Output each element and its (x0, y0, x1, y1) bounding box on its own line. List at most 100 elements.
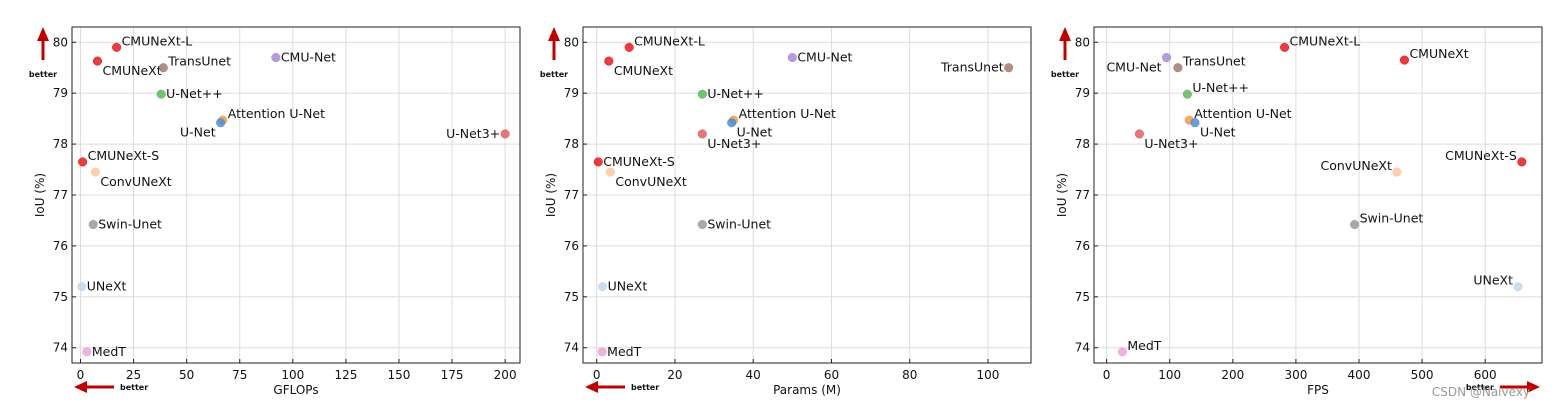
x-tick-label: 175 (441, 368, 464, 382)
point-label: Attention U-Net (739, 106, 836, 121)
data-point (1350, 219, 1360, 230)
data-point (697, 89, 707, 99)
x-tick-label: 200 (494, 368, 517, 382)
point-label: CMUNeXt-L (1290, 33, 1361, 48)
data-point (82, 347, 92, 357)
x-axis-label: GFLOPs (273, 383, 318, 397)
y-tick-label: 78 (1075, 137, 1090, 151)
x-tick-label: 40 (746, 368, 761, 382)
better-up-label: better (29, 70, 57, 79)
y-tick-label: 76 (564, 239, 579, 253)
y-tick-label: 74 (1075, 341, 1090, 355)
y-tick-label: 80 (564, 35, 579, 49)
point-label: U-Net3+ (446, 126, 500, 141)
data-point (1117, 347, 1127, 357)
point-label: CMUNeXt (614, 63, 673, 78)
data-point (787, 52, 797, 63)
point-label: Attention U-Net (228, 106, 325, 121)
y-tick-label: 75 (564, 290, 579, 304)
data-point (624, 42, 634, 52)
data-point (112, 42, 122, 52)
better-right-arrow-head (1527, 381, 1540, 393)
chart-panel-3: 0 100 200 300 400 500 600 74 75 76 77 78 79 80 FPS IoU … (1051, 26, 1543, 397)
point-label: U-Net (180, 125, 216, 140)
y-axis-label: IoU (%) (33, 173, 47, 217)
point-label: Swin-Unet (1360, 211, 1424, 226)
data-point (593, 157, 603, 167)
point-label: Swin-Unet (98, 217, 162, 232)
x-tick-label: 100 (281, 368, 304, 382)
x-axis-label: Params (M) (773, 383, 841, 397)
x-tick-label: 300 (1284, 368, 1307, 382)
point-label: CMUNeXt-S (603, 154, 675, 169)
data-point (1004, 63, 1014, 73)
point-label: UNeXt (608, 279, 648, 294)
x-tick-label: 75 (232, 368, 247, 382)
point-label: MedT (607, 344, 641, 359)
point-label: U-Net (1200, 125, 1236, 140)
watermark: CSDN @Naivexy (1431, 385, 1530, 399)
better-up-arrow-head (37, 27, 49, 41)
y-tick-label: 75 (1075, 290, 1090, 304)
x-tick-label: 150 (388, 368, 411, 382)
x-tick-label: 60 (824, 368, 839, 382)
x-tick-label: 125 (334, 368, 357, 382)
point-label: ConvUNeXt (100, 174, 171, 189)
data-point (216, 118, 226, 128)
point-label: ConvUNeXt (615, 174, 686, 189)
point-label: CMU-Net (797, 50, 852, 65)
point-label: CMUNeXt-S (88, 148, 160, 163)
point-label: CMUNeXt-L (122, 33, 193, 48)
x-tick-label: 100 (977, 368, 1000, 382)
point-label: U-Net++ (1192, 80, 1249, 95)
y-tick-label: 79 (53, 86, 68, 100)
point-label: CMU-Net (1106, 60, 1161, 75)
y-axis-label: IoU (%) (1055, 173, 1069, 217)
data-point (604, 56, 614, 66)
better-left-arrow-head (585, 381, 598, 393)
y-tick-label: 74 (53, 341, 68, 355)
chart-panel-2: 0 20 40 60 80 100 74 75 76 77 78 79 80 Params (M) IoU … (540, 26, 1032, 397)
data-point (156, 89, 166, 99)
better-up-label: better (540, 70, 568, 79)
data-point (271, 52, 281, 63)
better-left-label: better (631, 383, 659, 392)
x-tick-label: 0 (77, 368, 85, 382)
data-point (78, 157, 88, 167)
data-point (500, 129, 510, 139)
better-left-label: better (120, 383, 148, 392)
x-tick-label: 50 (179, 368, 194, 382)
point-label: CMUNeXt-L (634, 33, 705, 48)
point-label: Swin-Unet (707, 217, 771, 232)
x-tick-label: 0 (593, 368, 601, 382)
x-tick-label: 0 (1103, 368, 1111, 382)
x-tick-label: 20 (667, 368, 682, 382)
x-axis-label: FPS (1307, 383, 1329, 397)
point-label: ConvUNeXt (1321, 158, 1392, 173)
point-label: MedT (1127, 338, 1161, 353)
y-tick-label: 78 (53, 137, 68, 151)
better-up-arrow-head (548, 27, 560, 41)
x-tick-label: 25 (126, 368, 141, 382)
point-label: TransUnet (940, 60, 1004, 75)
point-label: U-Net++ (707, 86, 764, 101)
y-tick-label: 79 (564, 86, 579, 100)
data-point (158, 63, 168, 73)
data-point (605, 167, 615, 177)
data-point (92, 56, 103, 66)
data-point (1134, 129, 1144, 139)
better-left-arrow-head (74, 381, 87, 393)
data-point (1280, 42, 1290, 52)
point-label: U-Net3+ (707, 136, 761, 151)
y-tick-label: 80 (1075, 35, 1090, 49)
y-tick-label: 78 (564, 137, 579, 151)
data-point (597, 347, 607, 357)
y-axis-label: IoU (%) (544, 173, 558, 217)
data-point (1513, 282, 1523, 292)
data-point (88, 219, 98, 230)
data-point (1517, 157, 1527, 167)
point-label: TransUnet (167, 54, 231, 69)
y-tick-label: 77 (564, 188, 579, 202)
x-tick-label: 500 (1411, 368, 1434, 382)
